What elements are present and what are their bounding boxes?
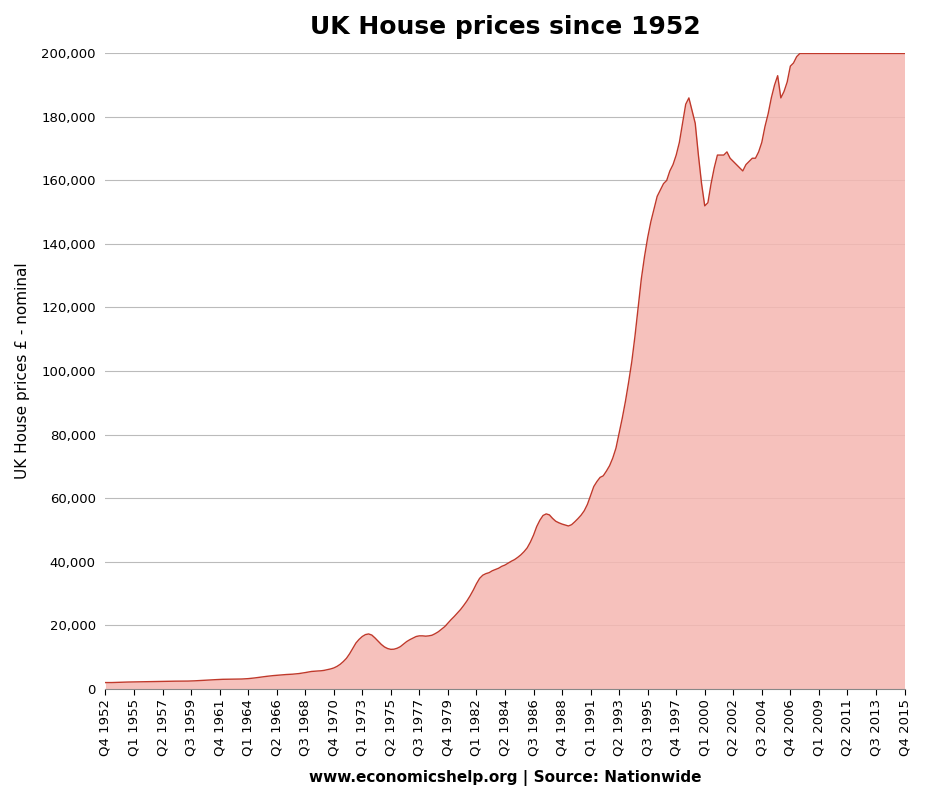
Y-axis label: UK House prices £ - nominal: UK House prices £ - nominal: [15, 263, 30, 479]
X-axis label: www.economicshelp.org | Source: Nationwide: www.economicshelp.org | Source: Nationwi…: [308, 770, 701, 786]
Title: UK House prices since 1952: UK House prices since 1952: [309, 15, 700, 39]
